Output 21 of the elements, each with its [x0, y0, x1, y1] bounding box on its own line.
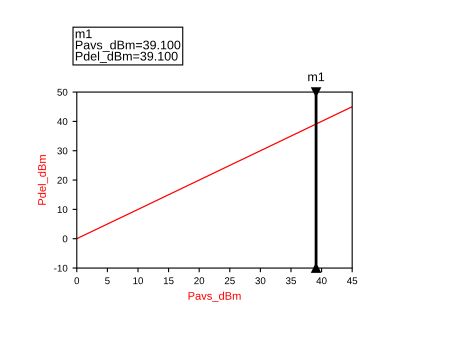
ref-line-label: m1 — [308, 72, 324, 82]
y-tick-label: 30 — [57, 147, 68, 154]
x-tick-label: 5 — [105, 277, 110, 284]
x-tick-label: 40 — [316, 277, 327, 284]
x-tick-label: 20 — [194, 277, 204, 284]
y-tick-label: 10 — [58, 206, 68, 213]
x-tick-label: 15 — [164, 277, 174, 284]
x-tick-label: 30 — [255, 277, 266, 284]
text: m1 Pavs_dBm=39.100 Pdel_dBm=39.100 — [76, 29, 180, 63]
x-tick-label: 25 — [224, 277, 235, 284]
y-tick-label: 20 — [57, 176, 68, 184]
y-tick-label: 0 — [62, 235, 68, 242]
y-tick-label: -10 — [54, 264, 68, 272]
y-tick-label: 40 — [57, 118, 68, 126]
x-tick-label: 45 — [347, 277, 358, 284]
y-tick-label: 50 — [57, 88, 68, 96]
x-tick-label: 0 — [74, 277, 80, 284]
y-axis-title: Pdel_dBm — [38, 155, 48, 205]
x-tick-label: 35 — [286, 277, 296, 284]
x-tick-label: 10 — [133, 277, 144, 284]
x-axis-title: Pavs_dBm — [188, 292, 241, 302]
